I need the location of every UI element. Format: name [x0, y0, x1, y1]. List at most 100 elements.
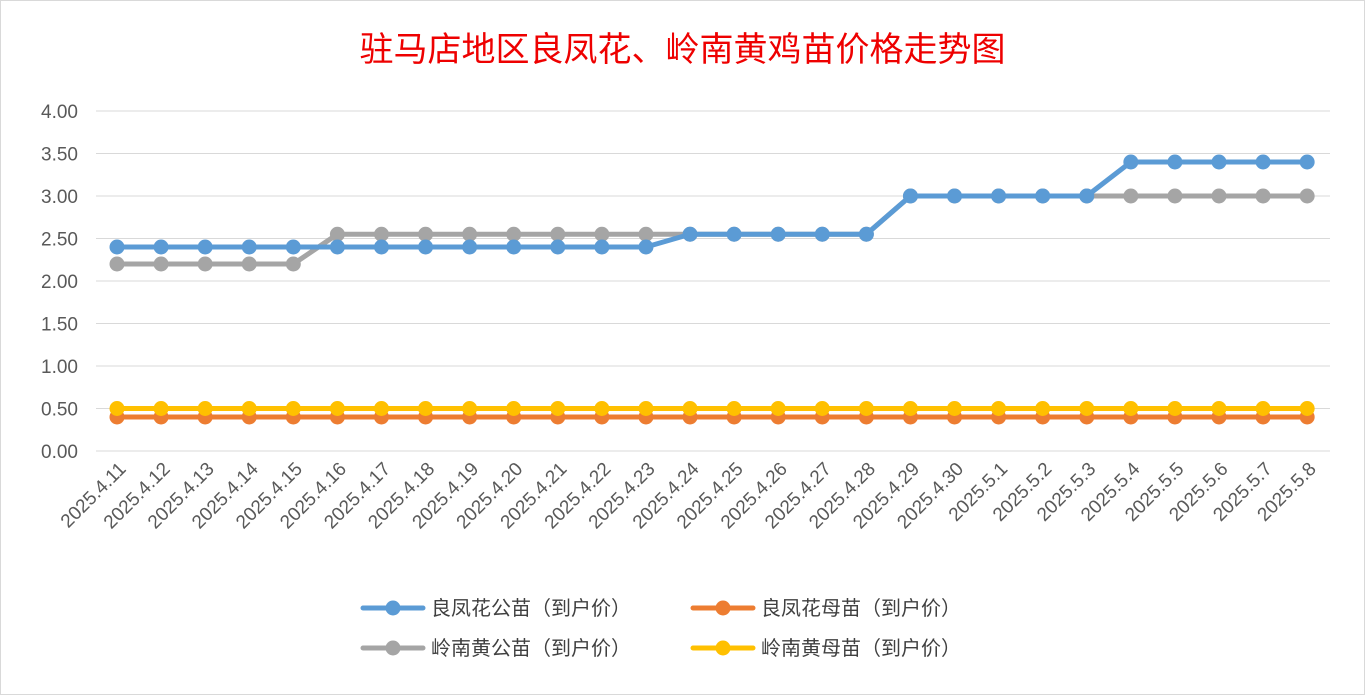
- data-point: [1255, 188, 1271, 204]
- data-point: [506, 226, 522, 242]
- data-point: [814, 401, 830, 416]
- data-point: [1211, 154, 1227, 170]
- data-point: [197, 239, 213, 255]
- data-point: [682, 401, 698, 416]
- data-point: [1255, 401, 1271, 416]
- data-point: [1299, 154, 1315, 170]
- data-point: [506, 239, 522, 255]
- y-tick-label: 4.00: [41, 102, 78, 123]
- y-tick-label: 1.00: [41, 357, 78, 378]
- data-point: [153, 401, 169, 416]
- data-point: [373, 226, 389, 242]
- legend-marker: [715, 640, 731, 656]
- data-point: [285, 256, 301, 272]
- data-point: [1255, 154, 1271, 170]
- data-point: [638, 401, 654, 416]
- data-point: [241, 239, 257, 255]
- data-point: [726, 401, 742, 416]
- data-point: [1167, 188, 1183, 204]
- data-point: [550, 401, 566, 416]
- data-point: [153, 239, 169, 255]
- y-tick-label: 0.50: [41, 400, 78, 421]
- data-point: [594, 239, 610, 255]
- data-point: [1123, 154, 1139, 170]
- data-point: [109, 239, 125, 255]
- legend-marker: [385, 600, 401, 616]
- data-point: [947, 188, 963, 204]
- data-point: [329, 401, 345, 416]
- series-line: [114, 159, 1310, 250]
- data-point: [329, 239, 345, 255]
- data-point: [1035, 188, 1051, 204]
- data-point: [418, 401, 434, 416]
- data-point: [329, 226, 345, 242]
- data-point: [770, 226, 786, 242]
- data-point: [109, 401, 125, 416]
- data-point: [902, 188, 918, 204]
- data-point: [373, 401, 389, 416]
- legend-item: 岭南黄公苗（到户价）: [360, 636, 631, 660]
- data-point: [197, 401, 213, 416]
- legend-label: 岭南黄母苗（到户价）: [761, 636, 961, 660]
- data-point: [462, 239, 478, 255]
- data-point: [991, 188, 1007, 204]
- y-tick-label: 0.00: [41, 442, 78, 463]
- data-point: [594, 401, 610, 416]
- data-point: [1123, 188, 1139, 204]
- data-point: [858, 401, 874, 416]
- data-point: [1035, 401, 1051, 416]
- data-point: [418, 226, 434, 242]
- legend-label: 岭南黄公苗（到户价）: [431, 636, 631, 660]
- legend-item: 良凤花母苗（到户价）: [690, 596, 961, 620]
- data-point: [947, 401, 963, 416]
- legend-label: 良凤花公苗（到户价）: [431, 596, 631, 620]
- data-point: [418, 239, 434, 255]
- chart-title: 驻马店地区良凤花、岭南黄鸡苗价格走势图: [359, 30, 1006, 70]
- legend-marker: [385, 640, 401, 656]
- y-axis: 0.00 0.50 1.00 1.50 2.00 2.50 3.00 3.50 4.00: [41, 102, 78, 463]
- legend-item: 岭南黄母苗（到户价）: [690, 636, 961, 660]
- data-point: [550, 226, 566, 242]
- data-point: [1211, 401, 1227, 416]
- data-point: [991, 401, 1007, 416]
- data-point: [1211, 188, 1227, 204]
- data-point: [638, 226, 654, 242]
- legend-item: 良凤花公苗（到户价）: [360, 596, 631, 620]
- legend-marker: [715, 600, 731, 616]
- plot-area: [109, 154, 1315, 425]
- data-point: [197, 256, 213, 272]
- series-0: [109, 154, 1315, 255]
- data-point: [1167, 401, 1183, 416]
- data-point: [153, 256, 169, 272]
- data-point: [285, 239, 301, 255]
- data-point: [1299, 188, 1315, 204]
- data-point: [858, 226, 874, 242]
- data-point: [462, 226, 478, 242]
- data-point: [373, 239, 389, 255]
- y-tick-label: 3.50: [41, 145, 78, 166]
- data-point: [726, 226, 742, 242]
- data-point: [285, 401, 301, 416]
- data-point: [1079, 188, 1095, 204]
- data-point: [682, 226, 698, 242]
- legend-label: 良凤花母苗（到户价）: [761, 596, 961, 620]
- data-point: [770, 401, 786, 416]
- data-point: [241, 401, 257, 416]
- data-point: [1299, 401, 1315, 416]
- data-point: [814, 226, 830, 242]
- data-point: [109, 256, 125, 272]
- y-tick-label: 2.00: [41, 272, 78, 293]
- data-point: [241, 256, 257, 272]
- legend: 良凤花公苗（到户价） 良凤花母苗（到户价） 岭南黄公苗（到户价） 岭南黄母苗（到户价）: [360, 596, 961, 660]
- data-point: [1079, 401, 1095, 416]
- y-tick-label: 2.50: [41, 230, 78, 251]
- data-point: [1167, 154, 1183, 170]
- data-point: [902, 401, 918, 416]
- y-tick-label: 3.00: [41, 187, 78, 208]
- series-3: [109, 401, 1315, 416]
- data-point: [506, 401, 522, 416]
- y-tick-label: 1.50: [41, 315, 78, 336]
